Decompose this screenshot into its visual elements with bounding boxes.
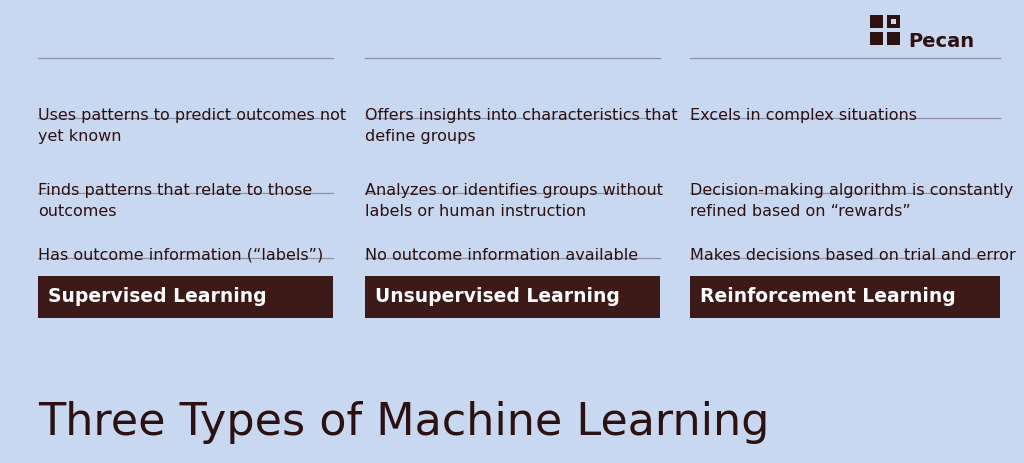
FancyBboxPatch shape [870,32,883,45]
FancyBboxPatch shape [870,15,883,28]
Text: Finds patterns that relate to those
outcomes: Finds patterns that relate to those outc… [38,183,312,219]
FancyBboxPatch shape [690,276,1000,318]
Text: Reinforcement Learning: Reinforcement Learning [700,288,955,307]
Text: No outcome information available: No outcome information available [365,248,638,263]
FancyBboxPatch shape [891,19,896,24]
FancyBboxPatch shape [365,276,660,318]
Text: Pecan: Pecan [908,32,974,51]
Text: Has outcome information (“labels”): Has outcome information (“labels”) [38,248,324,263]
Text: Three Types of Machine Learning: Three Types of Machine Learning [38,401,769,444]
Text: Uses patterns to predict outcomes not
yet known: Uses patterns to predict outcomes not ye… [38,108,346,144]
FancyBboxPatch shape [887,32,900,45]
FancyBboxPatch shape [38,276,333,318]
Text: Decision-making algorithm is constantly
refined based on “rewards”: Decision-making algorithm is constantly … [690,183,1014,219]
Text: Makes decisions based on trial and error: Makes decisions based on trial and error [690,248,1016,263]
Text: Excels in complex situations: Excels in complex situations [690,108,918,123]
Text: Unsupervised Learning: Unsupervised Learning [375,288,620,307]
FancyBboxPatch shape [887,15,900,28]
Text: Analyzes or identifies groups without
labels or human instruction: Analyzes or identifies groups without la… [365,183,663,219]
Text: Offers insights into characteristics that
define groups: Offers insights into characteristics tha… [365,108,678,144]
Text: Supervised Learning: Supervised Learning [48,288,266,307]
